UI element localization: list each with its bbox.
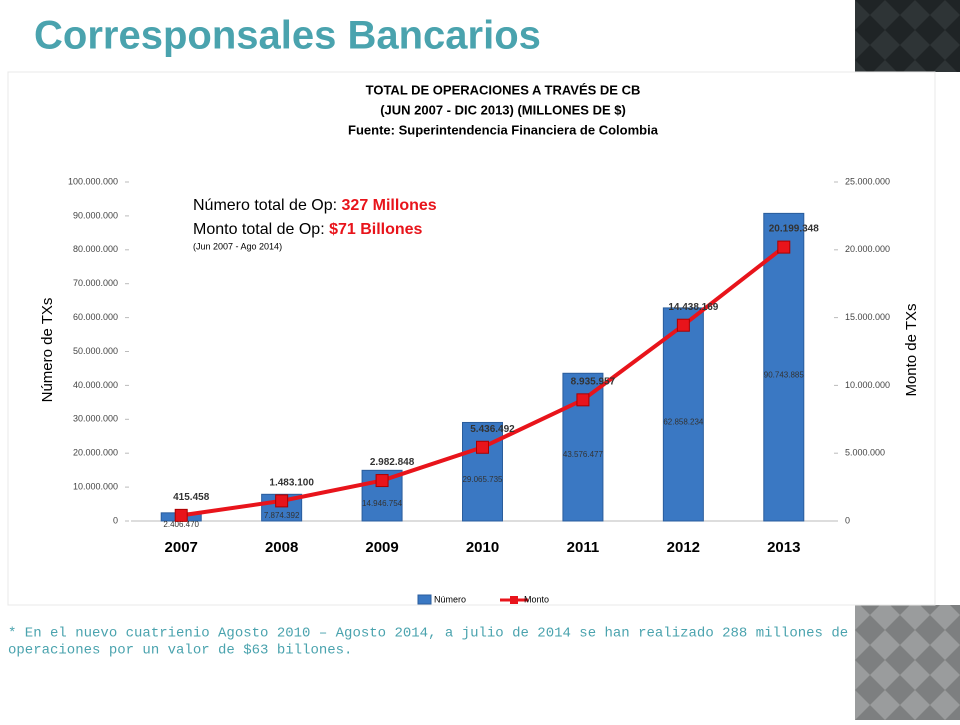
chart-title: (JUN 2007 - DIC 2013) (MILLONES DE $) (380, 102, 626, 117)
bar (462, 421, 503, 522)
y-tick-label: 90.000.000 (73, 210, 118, 220)
bar-label: 7.874.392 (264, 511, 300, 520)
annotation-highlight: 327 Millones (342, 197, 437, 214)
bar (662, 307, 704, 522)
bar-label: 62.858.234 (663, 418, 704, 427)
y-tick-label: 10.000.000 (73, 481, 118, 491)
decor (855, 605, 960, 720)
y2-tick-label: 5.000.000 (845, 448, 885, 458)
chart-title: Fuente: Superintendencia Financiera de C… (348, 122, 659, 137)
legend-label: Monto (524, 594, 549, 604)
y2-tick-label: 25.000.000 (845, 176, 890, 186)
marker (375, 474, 389, 488)
annotation-text: Número total de Op: (193, 197, 342, 214)
y-axis-label: Número de TXs (39, 298, 56, 403)
annotation-text: Monto total de Op: (193, 221, 329, 238)
annotation-highlight: $71 Billones (329, 221, 422, 238)
y-tick-label: 100.000.000 (68, 176, 118, 186)
x-tick-label: 2010 (466, 539, 499, 556)
annotation: (Jun 2007 - Ago 2014) (193, 241, 282, 251)
y-tick-label: 40.000.000 (73, 380, 118, 390)
point-label: 415.458 (173, 492, 210, 503)
legend-swatch (417, 594, 432, 605)
footnote: operaciones por un valor de $63 billones… (8, 643, 352, 659)
x-tick-label: 2007 (165, 539, 198, 556)
bar-label: 2.406.470 (163, 520, 199, 529)
decor (855, 0, 960, 72)
point-label: 5.436.492 (470, 424, 515, 435)
y2-tick-label: 15.000.000 (845, 312, 890, 322)
bar-label: 29.065.735 (462, 475, 503, 484)
marker (676, 318, 690, 332)
bar (763, 212, 805, 522)
point-label: 1.483.100 (269, 478, 314, 489)
marker (576, 393, 590, 407)
bar-label: 90.743.885 (764, 370, 805, 379)
bar-label: 43.576.477 (563, 450, 604, 459)
y-tick-label: 70.000.000 (73, 278, 118, 288)
annotation: Número total de Op: 327 Millones (193, 197, 437, 214)
y2-axis-label: Monto de TXs (903, 303, 920, 396)
y2-tick-label: 10.000.000 (845, 380, 890, 390)
x-tick-label: 2009 (365, 539, 398, 556)
x-tick-label: 2011 (567, 539, 600, 556)
marker (476, 440, 489, 454)
x-tick-label: 2008 (265, 539, 298, 556)
chart-title: TOTAL DE OPERACIONES A TRAVÉS DE CB (366, 82, 641, 97)
legend-label: Número (434, 594, 466, 604)
footnote: * En el nuevo cuatrienio Agosto 2010 – A… (8, 626, 848, 642)
bar-label: 14.946.754 (362, 499, 403, 508)
y-tick-label: 30.000.000 (73, 414, 118, 424)
y2-tick-label: 20.000.000 (845, 244, 890, 254)
y-tick-label: 60.000.000 (73, 312, 118, 322)
legend-swatch (510, 596, 518, 604)
annotation: Monto total de Op: $71 Billones (193, 221, 423, 238)
x-tick-label: 2012 (667, 539, 700, 556)
x-tick-label: 2013 (767, 539, 800, 556)
point-label: 14.438.169 (668, 302, 718, 313)
point-label: 2.982.848 (370, 457, 415, 468)
marker (174, 508, 188, 522)
point-label: 20.199.348 (769, 224, 819, 235)
marker (275, 494, 289, 508)
y-tick-label: 20.000.000 (73, 448, 118, 458)
bar (562, 372, 604, 522)
y-tick-label: 50.000.000 (73, 346, 118, 356)
y-tick-label: 80.000.000 (73, 244, 118, 254)
point-label: 8.935.957 (571, 376, 616, 387)
y-tick-label: 0 (113, 515, 118, 525)
y2-tick-label: 0 (845, 515, 850, 525)
marker (777, 240, 791, 254)
slide-title: Corresponsales Bancarios (34, 14, 541, 58)
